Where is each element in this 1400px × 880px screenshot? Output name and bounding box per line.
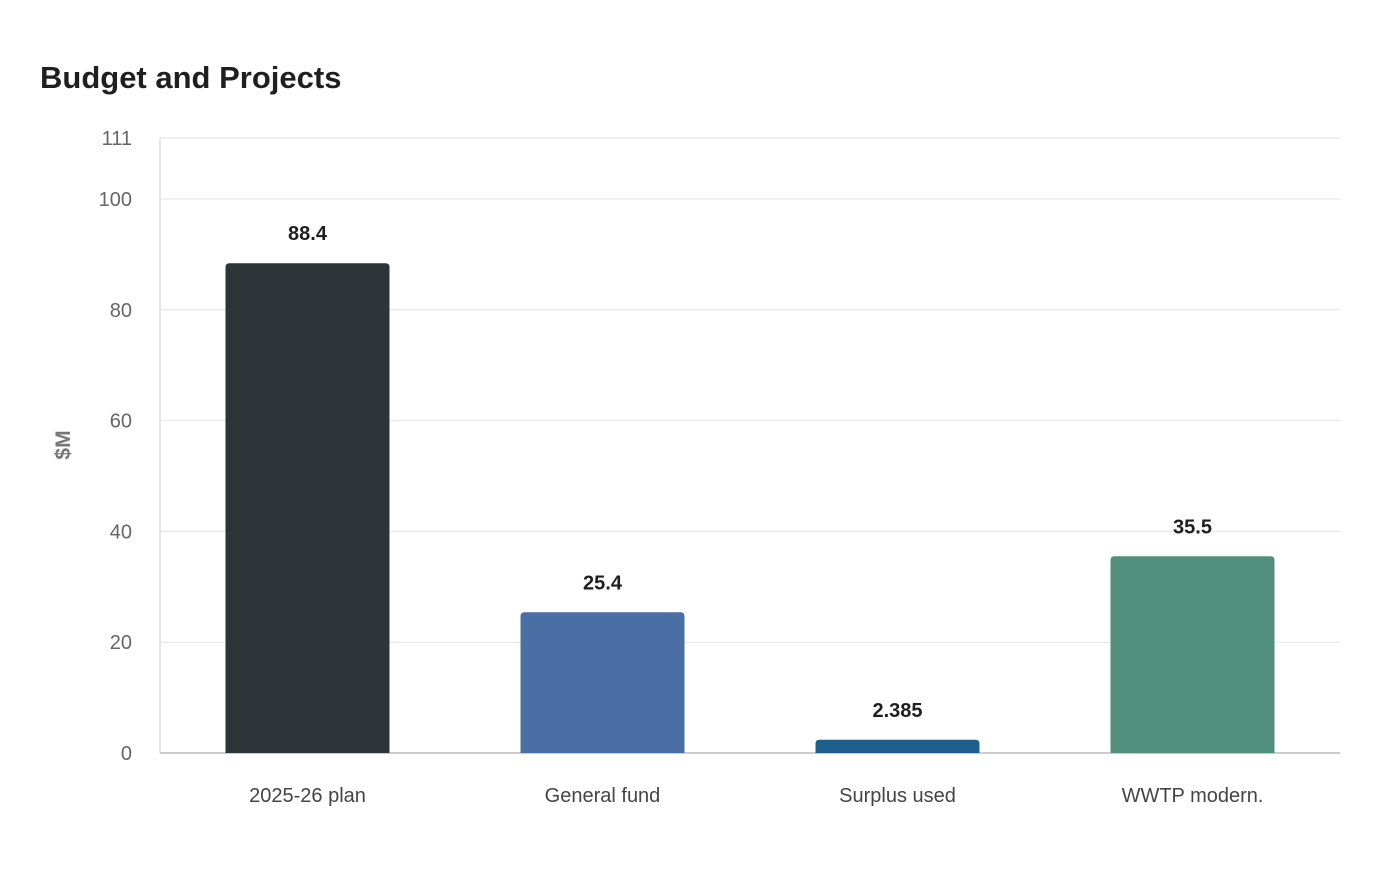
x-tick-label: 2025-26 plan <box>249 785 366 807</box>
y-tick-label: 60 <box>110 411 132 433</box>
y-tick-label: 111 <box>102 128 132 150</box>
bar-value-label: 2.385 <box>872 700 922 722</box>
bar-value-label: 35.5 <box>1173 516 1212 538</box>
bars <box>225 263 1275 753</box>
bar-value-label: 25.4 <box>583 572 623 594</box>
x-tick-label: General fund <box>545 785 661 807</box>
bar <box>520 612 685 753</box>
y-tick-label: 80 <box>110 300 132 322</box>
x-tick-label: Surplus used <box>839 785 956 807</box>
bar-value-label: 88.4 <box>288 223 328 245</box>
chart-title: Budget and Projects <box>40 60 342 95</box>
data-labels: 88.4 25.4 2.385 35.5 <box>288 223 1212 722</box>
bar <box>1110 556 1275 753</box>
y-tick-label: 100 <box>99 189 132 211</box>
y-tick-label: 40 <box>110 521 132 543</box>
y-tick-label: 20 <box>110 632 132 654</box>
category-labels: 2025-26 plan General fund Surplus used WWTP… <box>249 785 1263 807</box>
x-tick-label: WWTP modern. <box>1122 785 1264 807</box>
bar <box>225 263 390 753</box>
y-tick-label: 0 <box>121 743 132 765</box>
bar <box>815 739 980 753</box>
y-tick-labels: 0 20 40 60 80 100 111 <box>99 128 132 765</box>
y-axis-title: $M <box>52 430 75 459</box>
